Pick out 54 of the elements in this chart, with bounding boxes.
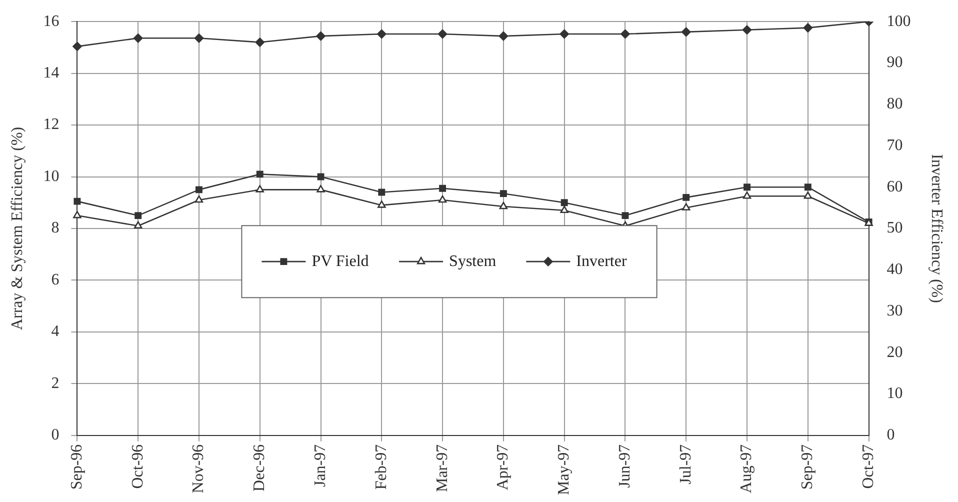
legend-label: PV Field xyxy=(312,252,369,270)
point xyxy=(681,27,691,37)
point xyxy=(498,31,508,41)
x-tick-label: Oct-97 xyxy=(860,444,878,489)
x-tick-label: Sep-96 xyxy=(68,444,86,490)
y-tick-label: 6 xyxy=(51,271,60,288)
point xyxy=(377,29,386,39)
x-tick-label: Jul-97 xyxy=(677,444,694,484)
x-tick-label: Nov-96 xyxy=(190,444,208,494)
point xyxy=(256,170,264,178)
y2-axis-title: Inverter Efficiency (%) xyxy=(928,154,946,303)
y-tick-label: 12 xyxy=(43,116,60,134)
point xyxy=(72,42,82,52)
y2-tick-label: 20 xyxy=(886,344,903,361)
point xyxy=(255,38,265,47)
x-tick-label: Sep-97 xyxy=(799,444,816,490)
x-tick-label: Jun-97 xyxy=(616,444,634,488)
y2-tick-label: 80 xyxy=(886,96,903,113)
point xyxy=(438,29,448,39)
y-tick-label: 8 xyxy=(51,220,60,237)
y2-tick-label: 30 xyxy=(886,302,903,320)
point xyxy=(194,34,204,43)
point xyxy=(133,34,143,43)
x-tick-label: May-97 xyxy=(556,444,573,495)
x-tick-label: Dec-96 xyxy=(251,444,268,492)
x-tick-label: Oct-96 xyxy=(129,444,146,489)
point xyxy=(560,29,569,39)
x-tick-label: Jan-97 xyxy=(312,444,329,487)
y2-tick-label: 10 xyxy=(886,385,903,402)
y2-tick-label: 90 xyxy=(886,54,903,72)
y2-tick-label: 40 xyxy=(886,261,903,278)
legend-label: System xyxy=(449,252,497,270)
point xyxy=(317,173,324,180)
x-tick-label: Aug-97 xyxy=(738,444,756,494)
x-tick-label: Mar-97 xyxy=(434,444,451,492)
y2-tick-label: 100 xyxy=(886,12,911,30)
y2-tick-label: 50 xyxy=(886,220,903,237)
x-tick-label: Apr-97 xyxy=(494,444,512,490)
point xyxy=(742,25,752,35)
point xyxy=(316,31,326,41)
point xyxy=(803,23,813,32)
y-tick-label: 4 xyxy=(51,323,60,340)
y-axis-title: Array & System Efficiency (%) xyxy=(8,126,26,330)
y-tick-label: 14 xyxy=(43,64,60,82)
x-tick-label: Feb-97 xyxy=(372,444,390,490)
legend-label: Inverter xyxy=(576,252,628,270)
y-tick-label: 2 xyxy=(51,374,60,392)
y2-tick-label: 70 xyxy=(886,136,903,154)
y2-tick-label: 60 xyxy=(886,178,903,196)
point xyxy=(620,29,630,39)
y-tick-label: 10 xyxy=(43,168,60,185)
y-tick-label: 0 xyxy=(51,426,60,444)
y2-tick-label: 0 xyxy=(886,426,895,444)
y-tick-label: 16 xyxy=(43,12,60,30)
